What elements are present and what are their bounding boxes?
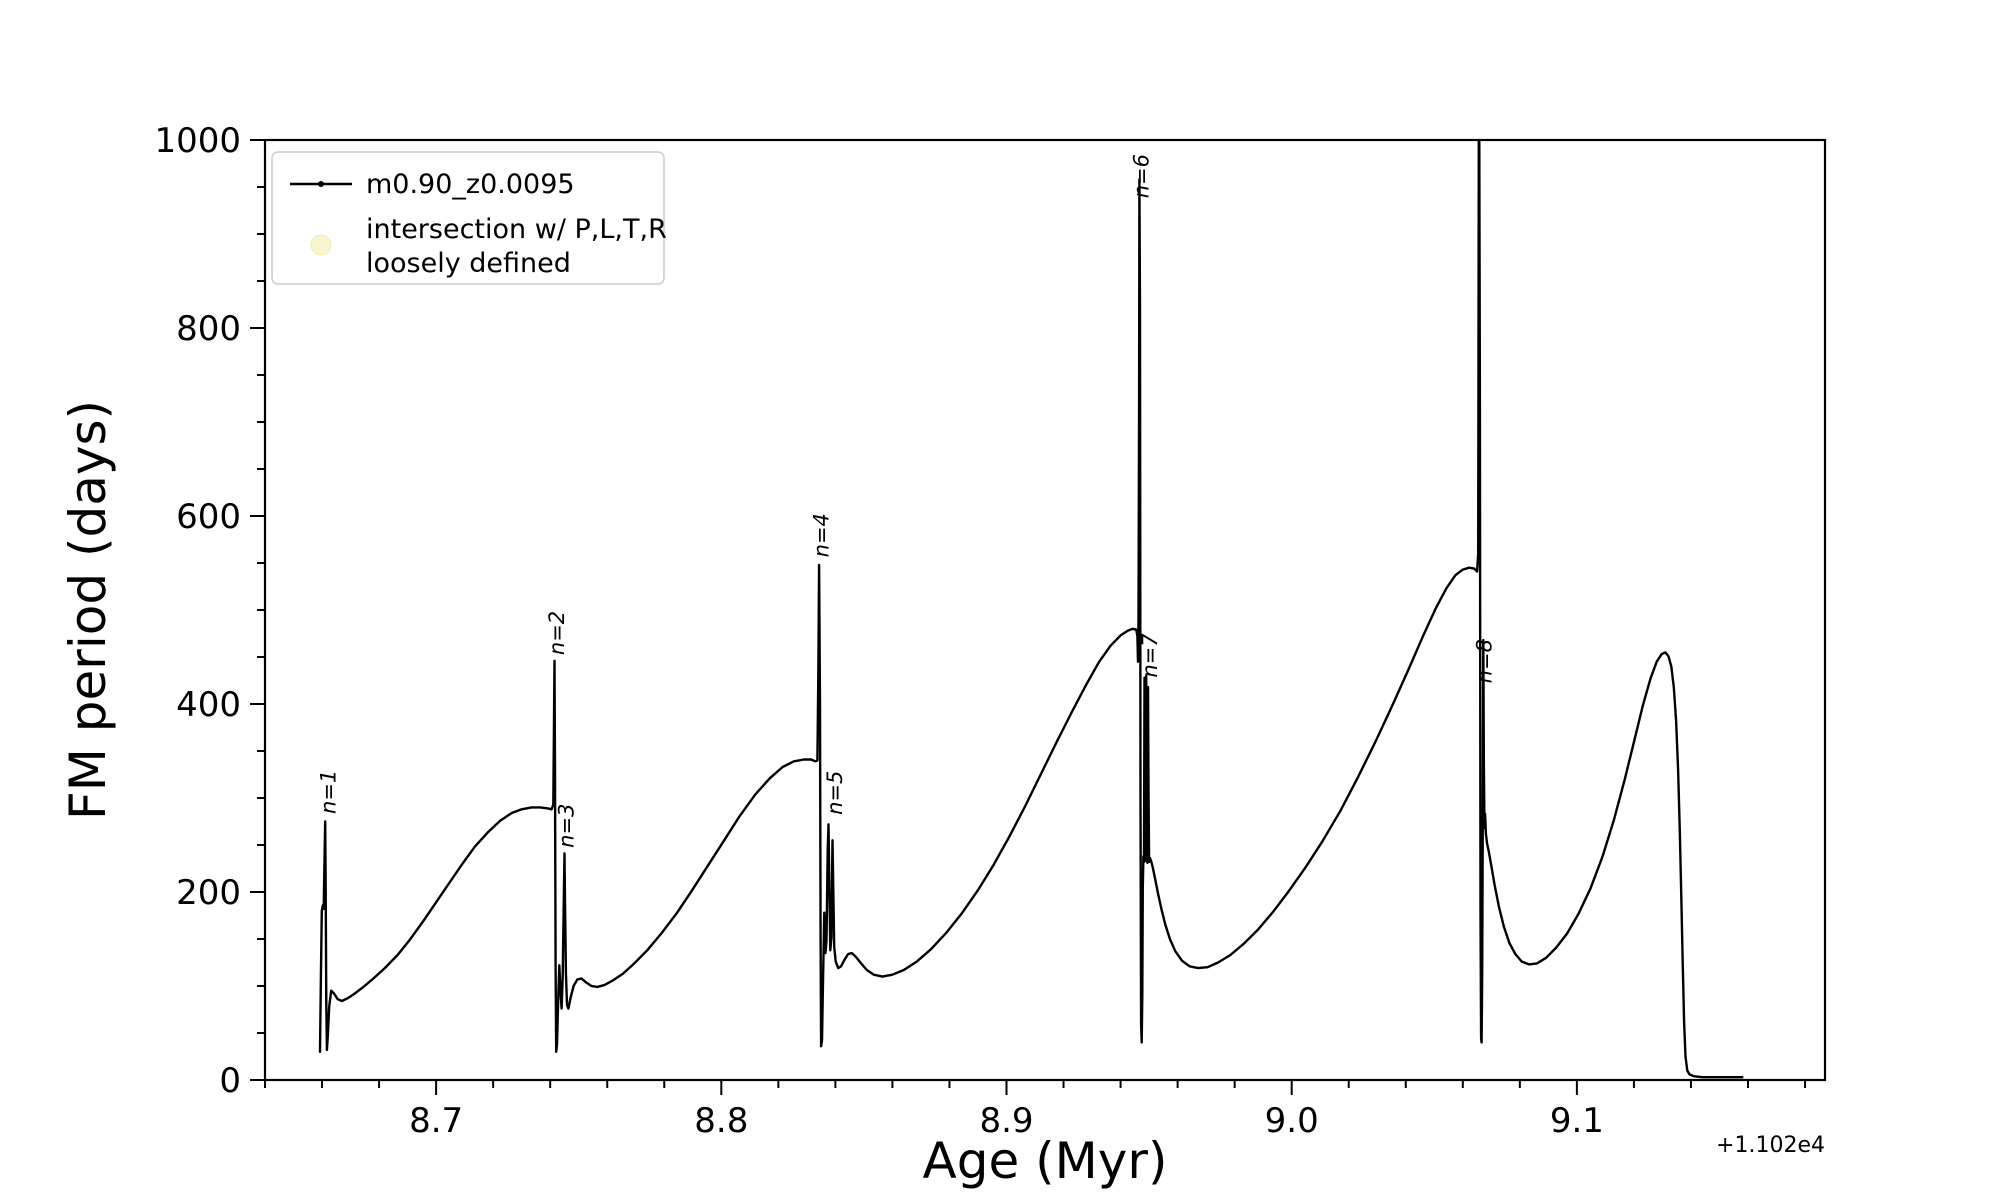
annotation-n5: n=5 (823, 771, 847, 815)
x-tick-label: 8.7 (409, 1101, 463, 1141)
annotation-n3: n=3 (555, 804, 579, 848)
legend-frame (271, 151, 665, 285)
annotation-n6: n=6 (1129, 154, 1153, 198)
y-tick-label: 0 (219, 1061, 241, 1101)
y-tick-label: 200 (176, 873, 241, 913)
y-axis-label: FM period (days) (59, 400, 117, 820)
data-series-line (318, 140, 1744, 1079)
legend-intersection-marker (310, 234, 332, 256)
annotation-n8: n=8 (1472, 639, 1496, 683)
axis-ticks (250, 139, 1807, 1095)
y-tick-label: 400 (176, 685, 241, 725)
x-tick-label: 8.8 (694, 1101, 748, 1141)
x-tick-label: 9.1 (1550, 1101, 1604, 1141)
x-tick-label: 8.9 (979, 1101, 1033, 1141)
y-tick-label: 1000 (154, 121, 241, 161)
y-tick-label: 800 (176, 309, 241, 349)
legend-label-intersection-line1: intersection w/ P,L,T,R (366, 214, 667, 245)
annotation-n4: n=4 (809, 513, 833, 557)
legend-label-series: m0.90_z0.0095 (366, 169, 575, 200)
y-tick-label: 600 (176, 497, 241, 537)
legend-label-intersection-line2: loosely defined (366, 248, 571, 279)
x-axis-label: Age (Myr) (923, 1132, 1168, 1190)
x-tick-label: 9.0 (1265, 1101, 1319, 1141)
x-axis-offset-text: +1.102e4 (1716, 1133, 1825, 1158)
annotation-n7: n=7 (1138, 633, 1162, 678)
annotation-n1: n=1 (316, 770, 340, 814)
plot-border (263, 138, 1827, 1082)
legend-line-marker (318, 181, 324, 187)
legend: m0.90_z0.0095 intersection w/ P,L,T,Rloos… (271, 151, 667, 285)
annotation-n2: n=2 (545, 611, 569, 655)
